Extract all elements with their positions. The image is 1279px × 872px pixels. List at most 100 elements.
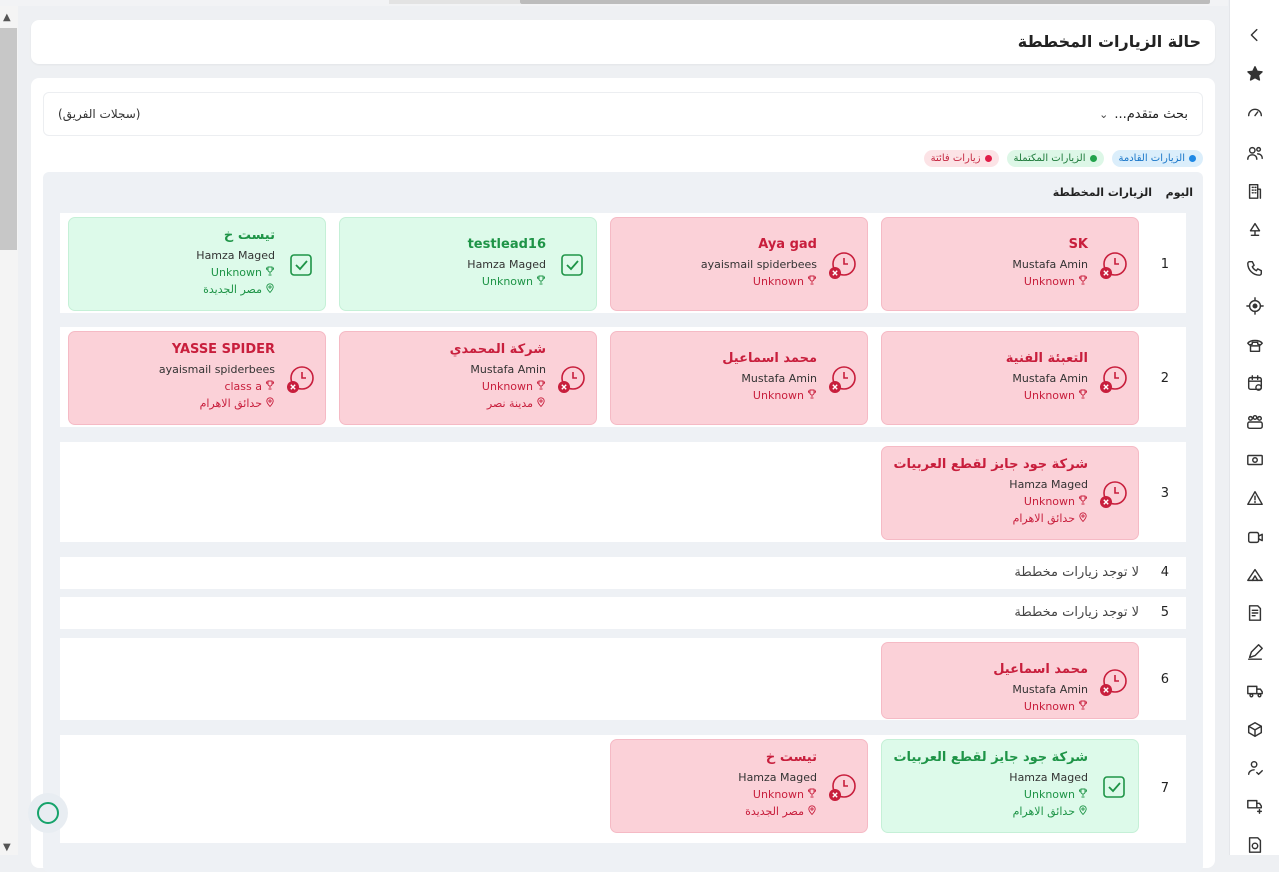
money-icon[interactable] xyxy=(1243,448,1267,472)
page-header: حالة الزيارات المخططة xyxy=(31,20,1215,64)
visit-owner: Hamza Maged xyxy=(1009,478,1088,491)
invoice-icon[interactable] xyxy=(1243,601,1267,625)
visit-name: testlead16 xyxy=(467,237,546,252)
visit-location: مدينة نصر xyxy=(487,397,546,410)
visit-owner: Mustafa Amin xyxy=(1012,683,1088,696)
missed-clock-icon xyxy=(558,365,586,393)
visit-card[interactable]: تيست خ Hamza Maged Unknown مصر الجديدة xyxy=(68,217,326,311)
right-sidebar xyxy=(1229,0,1279,855)
users-icon[interactable] xyxy=(1243,141,1267,165)
trophy-icon xyxy=(1078,495,1088,508)
visit-owner: ayaismail spiderbees xyxy=(158,363,275,376)
visit-stage: Unknown xyxy=(1024,700,1088,713)
day-number: 3 xyxy=(1160,486,1169,501)
visit-card[interactable]: Aya gad ayaismail spiderbees Unknown xyxy=(610,217,868,311)
visit-card[interactable]: محمد اسماعيل Mustafa Amin Unknown xyxy=(881,642,1139,719)
visit-location: مصر الجديدة xyxy=(203,283,275,296)
visit-name: Aya gad xyxy=(758,237,817,252)
visit-card[interactable]: YASSE SPIDER ayaismail spiderbees class a ح… xyxy=(68,331,326,425)
trophy-icon xyxy=(807,788,817,801)
completed-check-icon xyxy=(1100,773,1128,801)
scroll-up-icon[interactable]: ▲ xyxy=(3,12,11,23)
column-header-visits: الزيارات المخططة xyxy=(1052,186,1152,199)
visit-owner: Hamza Maged xyxy=(467,258,546,271)
visit-name: شركة المحمدي xyxy=(449,342,546,357)
lamp-icon[interactable] xyxy=(1243,217,1267,241)
column-header-day: اليوم xyxy=(1165,186,1193,199)
vertical-scrollbar[interactable]: ▲ ▼ xyxy=(0,6,18,855)
visit-stage: Unknown xyxy=(1024,389,1088,402)
visit-owner: Mustafa Amin xyxy=(1012,258,1088,271)
visit-card[interactable]: شركة جود جايز لقطع العربيات Hamza Maged Un… xyxy=(881,446,1139,540)
loading-spinner xyxy=(28,793,68,833)
day-number: 4 xyxy=(1160,565,1169,580)
day-number: 2 xyxy=(1160,371,1169,386)
landline-icon[interactable] xyxy=(1243,333,1267,357)
horizontal-scrollbar[interactable] xyxy=(0,0,1228,6)
table-row: 2 التعبئة الفنية Mustafa Amin Unknown محمد ا… xyxy=(60,327,1186,427)
camera-icon[interactable] xyxy=(1243,525,1267,549)
visit-owner: Mustafa Amin xyxy=(1012,372,1088,385)
visit-name: شركة جود جايز لقطع العربيات xyxy=(893,457,1088,472)
chevron-down-icon: ⌄ xyxy=(1099,108,1109,121)
trophy-icon xyxy=(536,380,546,393)
scrollbar-thumb[interactable] xyxy=(0,28,17,250)
legend-missed-label: زيارات فائتة xyxy=(930,153,981,164)
visit-card[interactable]: محمد اسماعيل Mustafa Amin Unknown xyxy=(610,331,868,425)
table-row: 4 لا توجد زيارات مخططة xyxy=(60,557,1186,589)
day-number: 7 xyxy=(1160,781,1169,796)
calendar-icon[interactable] xyxy=(1243,371,1267,395)
visit-stage: Unknown xyxy=(1024,788,1088,801)
box-icon[interactable] xyxy=(1243,717,1267,741)
dot-icon xyxy=(1189,155,1196,162)
trophy-icon xyxy=(1078,788,1088,801)
trophy-icon xyxy=(807,275,817,288)
phone-icon[interactable] xyxy=(1243,256,1267,280)
visit-location: حدائق الاهرام xyxy=(1013,512,1088,525)
visit-card[interactable]: شركة المحمدي Mustafa Amin Unknown مدينة نصر xyxy=(339,331,597,425)
table-row: 7 شركة جود جايز لقطع العربيات Hamza Maged U… xyxy=(60,735,1186,843)
advanced-search-bar[interactable]: بحث متقدم... ⌄ (سجلات الفريق) xyxy=(43,92,1203,136)
visit-stage: Unknown xyxy=(482,275,546,288)
visit-card[interactable]: testlead16 Hamza Maged Unknown xyxy=(339,217,597,311)
completed-check-icon xyxy=(287,251,315,279)
tent-icon[interactable] xyxy=(1243,563,1267,587)
location-pin-icon xyxy=(265,283,275,296)
visit-name: SK xyxy=(1068,237,1088,252)
warning-icon[interactable] xyxy=(1243,486,1267,510)
visit-stage: Unknown xyxy=(753,389,817,402)
file-money-icon[interactable] xyxy=(1243,833,1267,857)
visit-name: تيست خ xyxy=(765,750,817,765)
team-icon[interactable] xyxy=(1243,410,1267,434)
visit-location: حدائق الاهرام xyxy=(1013,805,1088,818)
visit-card[interactable]: شركة جود جايز لقطع العربيات Hamza Maged Un… xyxy=(881,739,1139,833)
visit-card[interactable]: تيست خ Hamza Maged Unknown مصر الجديدة xyxy=(610,739,868,833)
truck-plus-icon[interactable] xyxy=(1243,794,1267,818)
missed-clock-icon xyxy=(1100,480,1128,508)
visit-stage: class a xyxy=(224,380,275,393)
building-icon[interactable] xyxy=(1243,179,1267,203)
advanced-search-toggle[interactable]: بحث متقدم... ⌄ xyxy=(1099,107,1188,122)
scroll-down-icon[interactable]: ▼ xyxy=(3,842,11,853)
visit-name: تيست خ xyxy=(223,228,275,243)
trophy-icon xyxy=(265,266,275,279)
visit-stage: Unknown xyxy=(482,380,546,393)
truck-icon[interactable] xyxy=(1243,678,1267,702)
empty-row-text: لا توجد زيارات مخططة xyxy=(1014,605,1139,620)
star-icon[interactable] xyxy=(1243,62,1267,86)
chevron-left-icon[interactable] xyxy=(1243,23,1267,47)
main-panel: بحث متقدم... ⌄ (سجلات الفريق) الزيارات ا… xyxy=(31,78,1215,872)
dashboard-icon[interactable] xyxy=(1243,100,1267,124)
visit-card[interactable]: التعبئة الفنية Mustafa Amin Unknown xyxy=(881,331,1139,425)
trophy-icon xyxy=(1078,700,1088,713)
status-legend: الزيارات القادمة الزيارات المكتملة زيارا… xyxy=(923,150,1203,167)
scrollbar-thumb[interactable] xyxy=(520,0,1210,4)
user-check-icon[interactable] xyxy=(1243,756,1267,780)
visit-card[interactable]: SK Mustafa Amin Unknown xyxy=(881,217,1139,311)
empty-row-text: لا توجد زيارات مخططة xyxy=(1014,565,1139,580)
pen-icon[interactable] xyxy=(1243,640,1267,664)
visit-stage: Unknown xyxy=(211,266,275,279)
target-icon[interactable] xyxy=(1243,294,1267,318)
location-pin-icon xyxy=(1078,805,1088,818)
visit-name: محمد اسماعيل xyxy=(993,662,1088,677)
